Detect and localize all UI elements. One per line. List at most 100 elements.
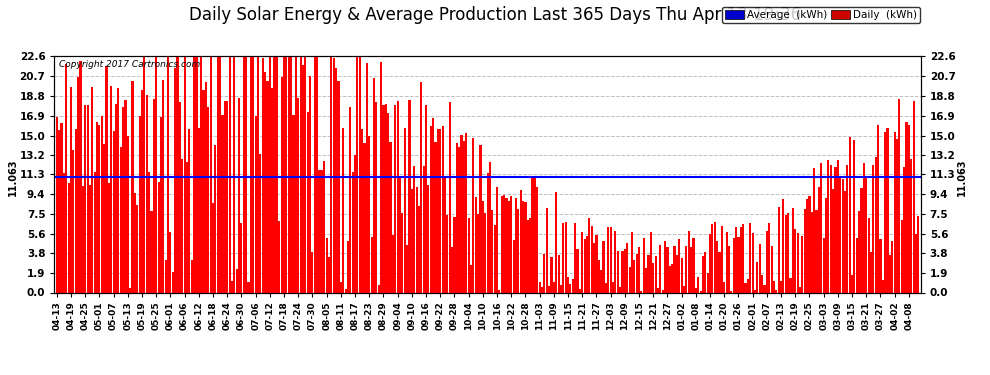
Bar [241,224,243,292]
Bar [680,258,683,292]
Bar [501,196,503,292]
Bar [853,140,855,292]
Bar [326,238,328,292]
Bar [309,76,311,292]
Bar [510,196,512,292]
Bar [203,90,205,292]
Bar [338,81,340,292]
Bar [792,208,794,292]
Bar [435,141,437,292]
Bar [586,236,588,292]
Bar [525,202,527,292]
Bar [312,252,314,292]
Bar [207,106,209,292]
Bar [700,291,702,292]
Bar [918,216,920,292]
Bar [664,241,666,292]
Text: Daily Solar Energy & Average Production Last 365 Days Thu Apr 13 19:36: Daily Solar Energy & Average Production … [189,6,801,24]
Bar [550,257,552,292]
Bar [809,196,811,292]
Bar [746,279,749,292]
Bar [432,118,435,292]
Bar [409,100,411,292]
Bar [571,279,574,292]
Bar [496,187,498,292]
Bar [191,260,193,292]
Bar [129,288,132,292]
Bar [860,188,862,292]
Bar [649,232,652,292]
Bar [657,288,659,292]
Bar [576,249,578,292]
Bar [751,233,753,292]
Bar [855,238,858,292]
Bar [271,88,273,292]
Bar [825,198,827,292]
Bar [652,262,654,292]
Bar [231,281,233,292]
Bar [842,179,843,292]
Bar [479,146,481,292]
Bar [108,183,110,292]
Bar [62,172,65,292]
Bar [420,82,423,292]
Bar [448,102,450,292]
Bar [141,90,144,292]
Bar [588,218,590,292]
Bar [744,283,746,292]
Bar [273,56,275,292]
Bar [183,56,186,292]
Bar [377,285,380,292]
Bar [552,282,555,292]
Bar [319,170,321,292]
Bar [162,80,164,292]
Bar [416,187,418,292]
Bar [638,247,641,292]
Bar [886,128,889,292]
Bar [304,56,306,292]
Bar [607,227,610,292]
Bar [55,117,57,292]
Bar [574,224,576,292]
Bar [913,101,915,292]
Bar [840,178,842,292]
Bar [843,191,846,292]
Bar [89,185,91,292]
Bar [726,232,728,292]
Bar [605,283,607,292]
Bar [406,245,408,292]
Bar [164,260,166,292]
Bar [389,142,392,292]
Bar [593,243,595,292]
Bar [292,115,295,292]
Bar [472,138,474,292]
Bar [832,189,835,292]
Bar [702,255,704,292]
Bar [634,260,636,292]
Bar [117,88,120,292]
Bar [518,209,520,292]
Bar [600,270,602,292]
Bar [122,107,124,292]
Bar [813,168,815,292]
Bar [321,170,323,292]
Bar [544,254,545,292]
Bar [564,222,566,292]
Bar [494,225,496,292]
Bar [875,158,877,292]
Bar [768,223,770,292]
Bar [482,201,484,292]
Bar [818,187,820,292]
Bar [629,267,631,292]
Bar [205,82,207,292]
Bar [534,177,536,292]
Bar [777,207,780,292]
Bar [120,147,122,292]
Bar [695,288,697,292]
Bar [70,87,72,292]
Bar [365,63,368,292]
Bar [787,213,789,292]
Bar [307,112,309,292]
Bar [529,218,532,292]
Bar [361,129,363,292]
